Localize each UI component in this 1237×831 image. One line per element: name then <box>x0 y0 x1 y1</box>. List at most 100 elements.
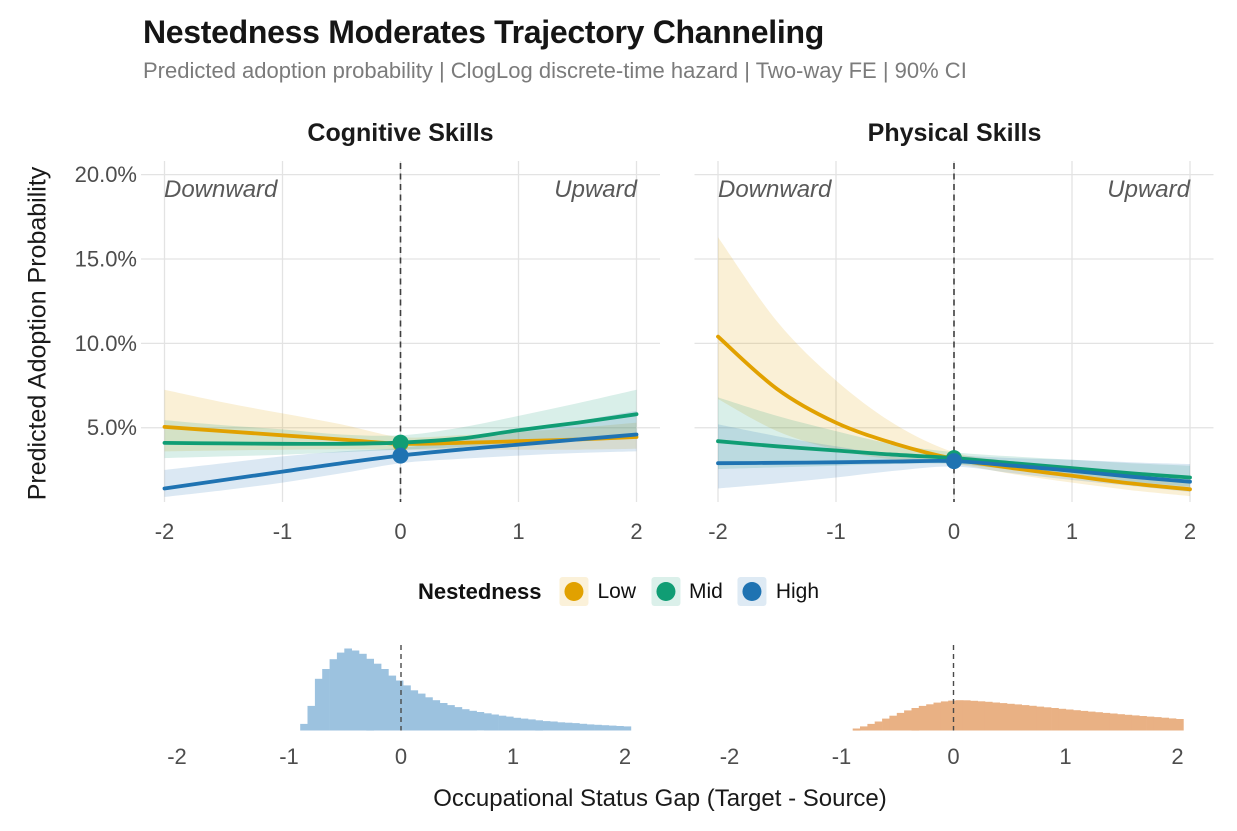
hist-bar <box>1146 716 1155 731</box>
hist-bar <box>425 697 433 731</box>
y-tick-label: 20.0% <box>75 162 137 187</box>
hist-bar <box>1176 719 1184 731</box>
y-tick-label: 10.0% <box>75 331 137 356</box>
hist-bar <box>359 653 367 731</box>
x-tick-label: -1 <box>273 519 293 544</box>
zero-point-high <box>392 447 409 464</box>
hist-bar <box>896 712 905 731</box>
legend-key-low <box>559 577 589 606</box>
x-tick-label: -2 <box>708 519 728 544</box>
hist-bar <box>314 678 323 731</box>
hist-bar <box>911 708 920 731</box>
hist-bar <box>586 724 595 731</box>
histogram-physical: -2 -1 0 1 2 <box>720 645 1184 769</box>
hist-bar <box>395 680 404 731</box>
hist-bar <box>601 725 610 731</box>
hist-bar <box>1007 703 1015 731</box>
hist-bar <box>1124 714 1133 731</box>
hist-bar <box>1087 711 1096 731</box>
zero-point-high <box>946 453 962 470</box>
hist-bar <box>1153 717 1162 731</box>
x-tick-label: 1 <box>1059 744 1071 769</box>
hist-bar <box>889 715 898 731</box>
ci-ribbon-mid <box>718 397 1190 487</box>
legend-key-mid <box>651 577 680 606</box>
hist-bar <box>300 723 308 731</box>
hist-bar <box>307 705 316 731</box>
hist-bar <box>623 726 632 731</box>
x-tick-label: 2 <box>1184 519 1196 544</box>
hist-bar <box>608 725 617 731</box>
x-tick-label: 0 <box>947 744 959 769</box>
hist-bar <box>417 693 426 731</box>
hist-bar <box>1029 705 1037 731</box>
hist-bar <box>1161 717 1169 731</box>
x-tick-label: 2 <box>630 519 642 544</box>
hist-bar <box>520 718 529 731</box>
hist-bar <box>366 658 374 731</box>
legend-item-label: High <box>775 579 820 603</box>
annotation-downward-cognitive: Downward <box>164 176 278 203</box>
hist-bar <box>550 721 558 731</box>
x-tick-label: 1 <box>1066 519 1078 544</box>
hist-bar <box>882 718 890 731</box>
hist-bar <box>432 700 441 731</box>
hist-bar <box>984 701 993 731</box>
x-tick-label: 0 <box>395 744 407 769</box>
hist-bar <box>874 721 883 731</box>
chart-title: Nestedness Moderates Trajectory Channeli… <box>143 14 824 50</box>
hist-bar <box>1043 707 1052 731</box>
x-tick-label: -2 <box>167 744 187 769</box>
hist-bar <box>904 710 912 731</box>
hist-bar <box>948 700 956 731</box>
hist-bar <box>351 650 360 731</box>
hist-bar <box>505 716 514 731</box>
hist-bar <box>977 701 986 731</box>
hist-bar <box>1080 710 1089 731</box>
legend-dot-icon <box>742 582 762 601</box>
hist-bar <box>564 722 573 731</box>
x-tick-label: 1 <box>512 519 524 544</box>
hist-bar <box>970 700 978 731</box>
legend-dot-icon <box>656 582 675 601</box>
hist-bar <box>616 726 624 731</box>
hist-bar <box>1168 718 1177 731</box>
hist-bar <box>940 701 949 731</box>
hist-bar <box>572 723 580 731</box>
x-tick-label: -1 <box>832 744 852 769</box>
annotation-downward-physical: Downward <box>718 176 832 203</box>
hist-bar <box>926 704 934 731</box>
x-tick-label: -1 <box>826 519 846 544</box>
hist-bar <box>1036 706 1045 731</box>
hist-bar <box>1131 715 1140 731</box>
legend-item-mid: Mid <box>651 577 723 606</box>
chart-subtitle: Predicted adoption probability | ClogLog… <box>143 58 967 83</box>
x-tick-label: 1 <box>507 744 519 769</box>
hist-bar <box>476 712 485 731</box>
hist-bar <box>852 728 861 731</box>
hist-bar <box>469 710 477 731</box>
hist-bar <box>860 726 868 731</box>
hist-bar <box>1117 714 1125 731</box>
legend-item-label: Low <box>597 579 636 603</box>
hist-bar <box>1139 716 1147 731</box>
legend-key-high <box>737 577 767 606</box>
hist-bar <box>1014 704 1022 731</box>
panel-physical: -2 -1 0 1 2 <box>694 161 1214 544</box>
hist-bar <box>535 720 543 731</box>
hist-bar <box>1102 712 1111 731</box>
hist-bar <box>410 690 419 731</box>
x-tick-label: 2 <box>619 744 631 769</box>
zero-point-mid <box>392 434 409 451</box>
hist-bar <box>1095 712 1103 731</box>
hist-bar <box>454 707 463 731</box>
hist-bar <box>373 663 382 731</box>
hist-bar <box>955 700 964 731</box>
hist-bar <box>439 703 448 731</box>
hist-bar <box>344 648 352 731</box>
legend-dot-icon <box>564 582 584 601</box>
hist-bar <box>491 714 499 731</box>
hist-bar <box>336 652 345 731</box>
